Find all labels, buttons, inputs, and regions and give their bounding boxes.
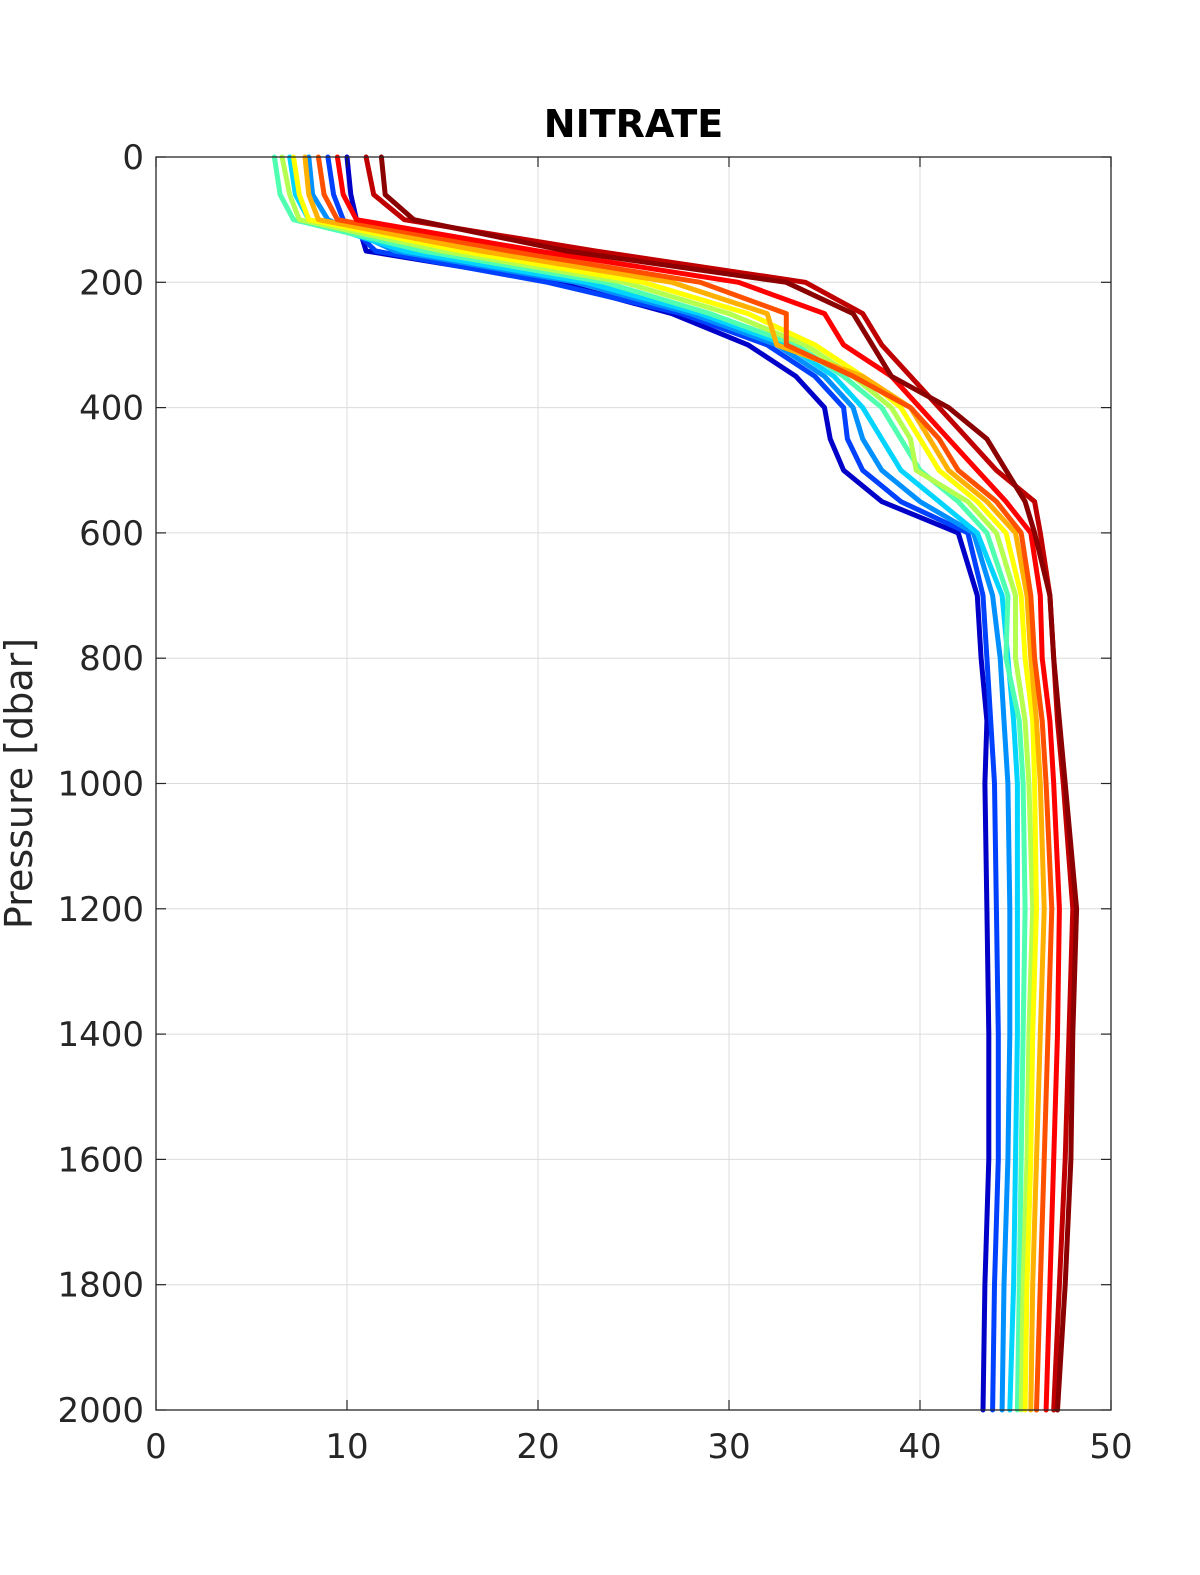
profile-line-6 — [279, 154, 1036, 1413]
profile-line-7 — [291, 154, 1039, 1413]
profile-line-9 — [315, 154, 1055, 1413]
y-tick-label: 1400 — [57, 1015, 144, 1055]
y-tick-label: 1800 — [57, 1266, 144, 1306]
profile-line-2 — [325, 154, 1001, 1413]
y-tick-label: 1600 — [57, 1140, 144, 1180]
y-axis-label: Pressure [dbar] — [0, 638, 41, 929]
series-lines — [271, 154, 1080, 1413]
profile-line-8 — [302, 154, 1047, 1413]
ticks: 0 10 20 30 40 50 0 200 400 600 800 1000 1200 1400 1600… — [57, 138, 1132, 1467]
x-tick-label: 40 — [898, 1427, 941, 1467]
chart-title: NITRATE — [544, 102, 723, 146]
y-tick-label: 0 — [122, 138, 144, 178]
y-tick-label: 1000 — [57, 765, 144, 805]
x-tick-label: 20 — [516, 1427, 559, 1467]
y-tick-label: 1200 — [57, 890, 144, 930]
y-tick-label: 200 — [79, 263, 144, 303]
profile-line-4 — [287, 154, 1020, 1413]
y-tick-label: 2000 — [57, 1391, 144, 1431]
y-tick-label: 400 — [79, 389, 144, 429]
y-tick-label: 800 — [79, 639, 144, 679]
grid — [156, 157, 1111, 1410]
y-tick-label: 600 — [79, 514, 144, 554]
profile-line-10 — [334, 154, 1062, 1413]
x-tick-label: 30 — [707, 1427, 750, 1467]
x-tick-label: 10 — [325, 1427, 368, 1467]
profile-line-12 — [378, 154, 1080, 1413]
x-tick-label: 50 — [1089, 1427, 1132, 1467]
x-tick-label: 0 — [145, 1427, 167, 1467]
